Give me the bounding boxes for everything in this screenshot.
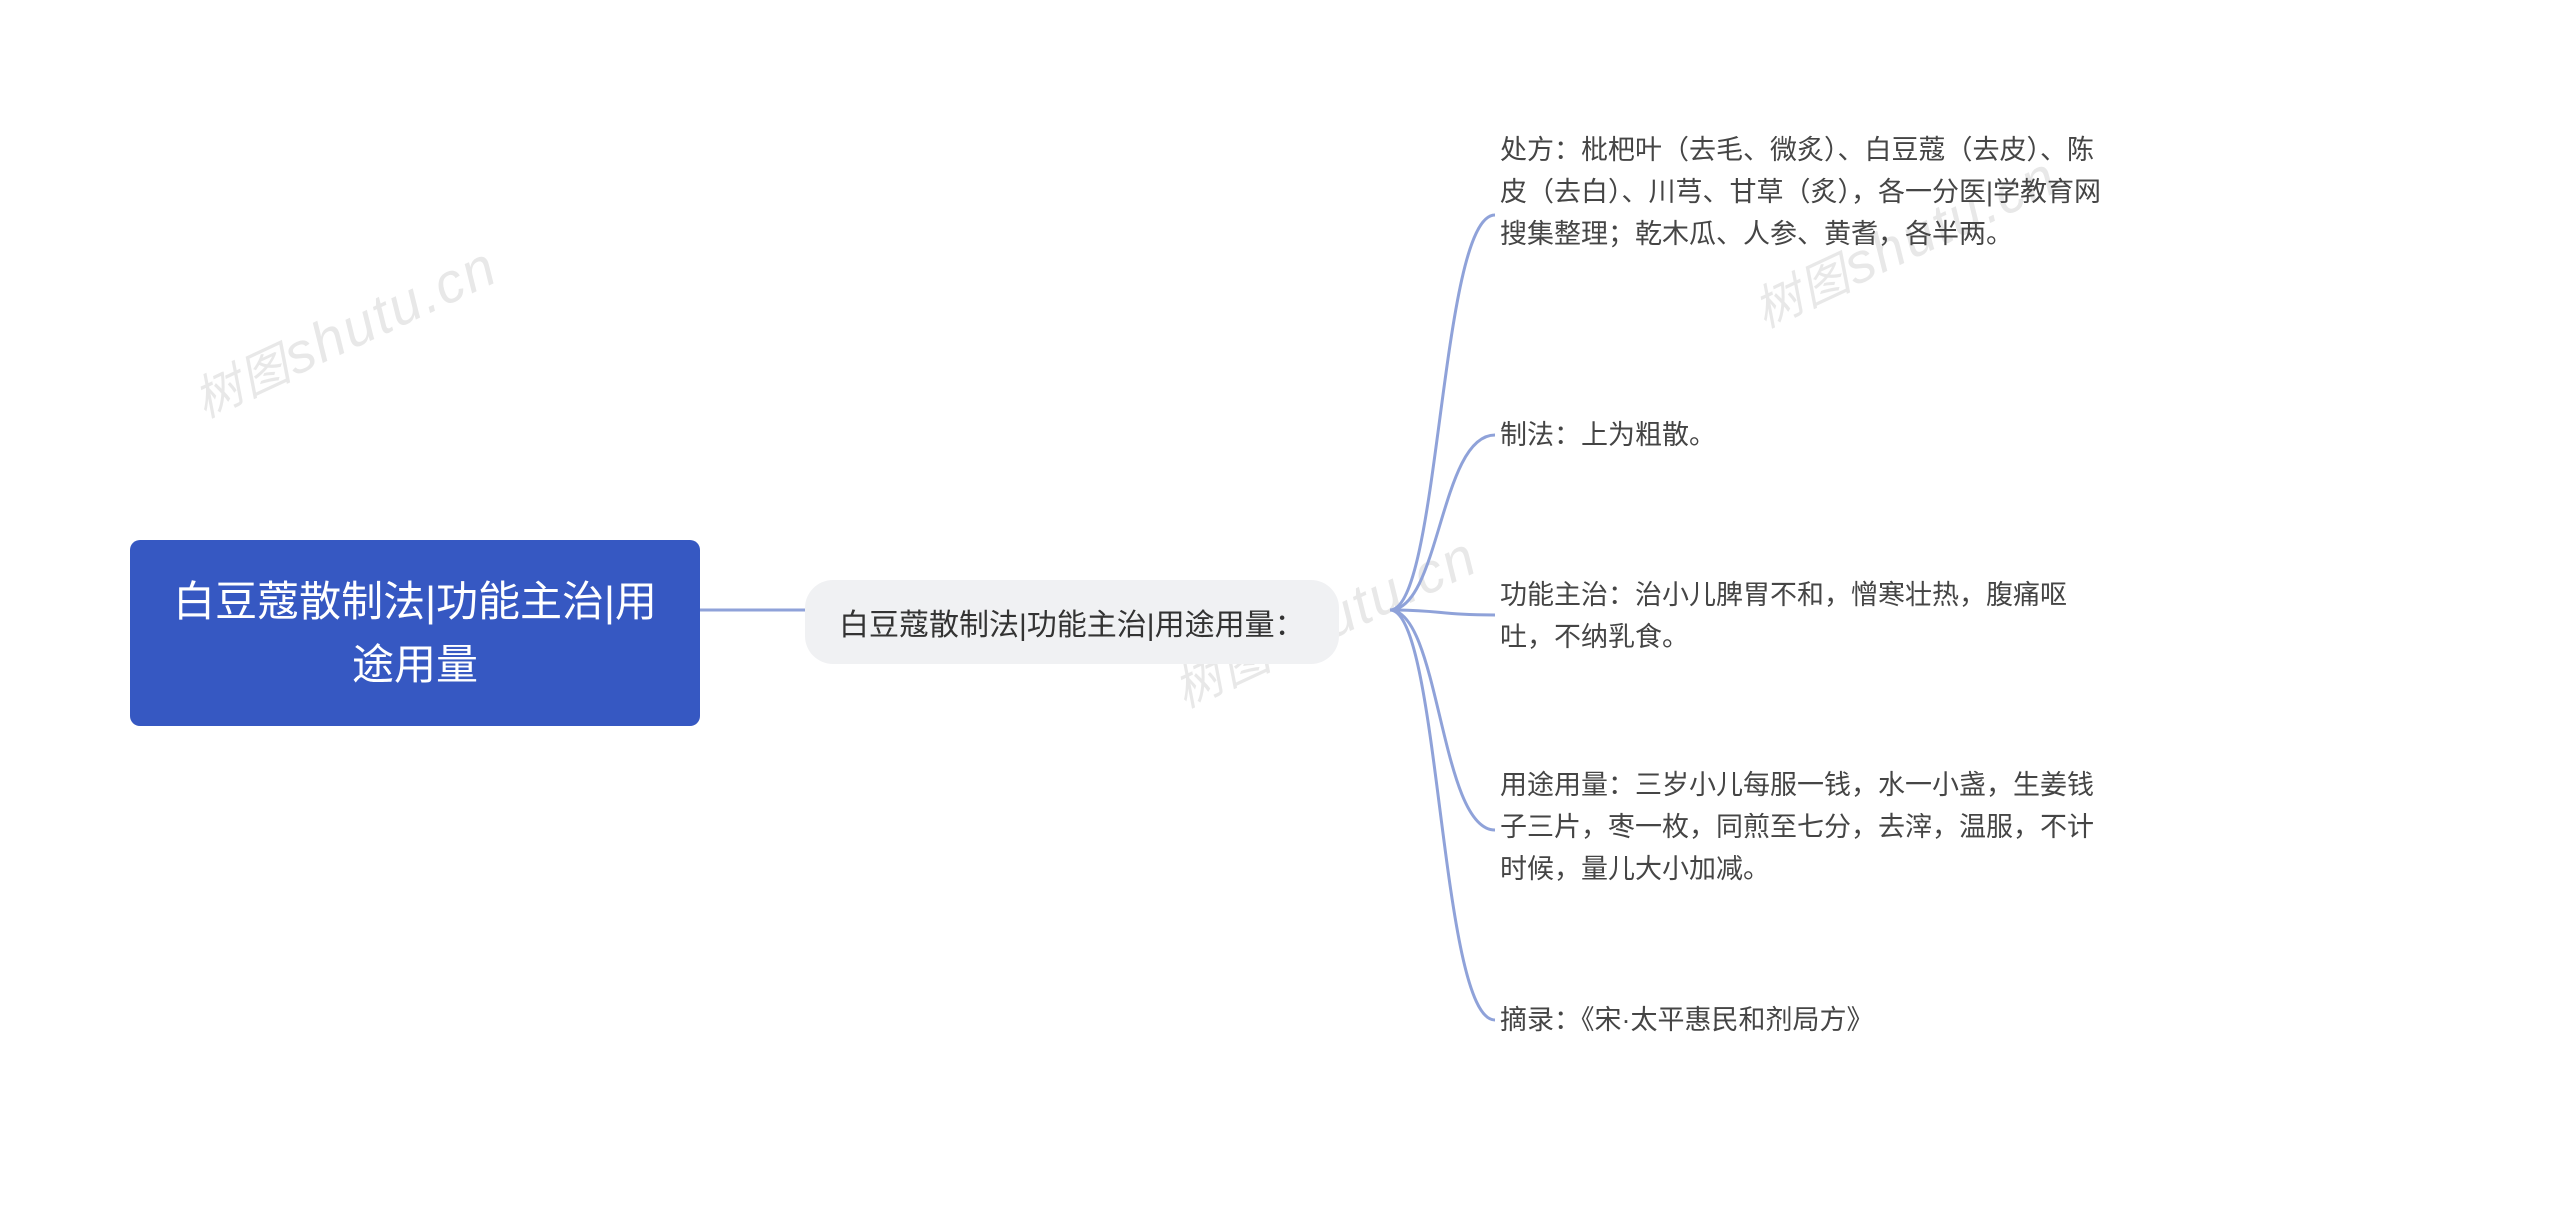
leaf-text: 用途用量：三岁小儿每服一钱，水一小盏，生姜钱子三片，枣一枚，同煎至七分，去滓，温… (1500, 770, 2094, 884)
connector-l1-leaf3 (1390, 610, 1495, 615)
leaf-node-source[interactable]: 摘录：《宋·太平惠民和剂局方》 (1500, 1000, 2120, 1042)
connector-l1-leaf2 (1390, 435, 1495, 610)
connector-l1-leaf1 (1390, 215, 1495, 610)
root-node[interactable]: 白豆蔻散制法|功能主治|用途用量 (130, 540, 700, 726)
leaf-node-preparation[interactable]: 制法：上为粗散。 (1500, 415, 2120, 457)
connector-l1-leaf4 (1390, 610, 1495, 830)
mindmap-container: 白豆蔻散制法|功能主治|用途用量 白豆蔻散制法|功能主治|用途用量： 处方：枇杷… (0, 0, 2560, 1218)
leaf-text: 制法：上为粗散。 (1500, 420, 1716, 450)
leaf-text: 摘录：《宋·太平惠民和剂局方》 (1500, 1005, 1874, 1035)
root-text: 白豆蔻散制法|功能主治|用途用量 (173, 578, 657, 688)
level1-text: 白豆蔻散制法|功能主治|用途用量： (839, 609, 1305, 642)
leaf-text: 处方：枇杷叶（去毛、微炙）、白豆蔻（去皮）、陈皮（去白）、川芎、甘草（炙），各一… (1500, 135, 2101, 249)
leaf-node-prescription[interactable]: 处方：枇杷叶（去毛、微炙）、白豆蔻（去皮）、陈皮（去白）、川芎、甘草（炙），各一… (1500, 130, 2120, 256)
leaf-node-function[interactable]: 功能主治：治小儿脾胃不和，憎寒壮热，腹痛呕吐，不纳乳食。 (1500, 575, 2120, 659)
connector-l1-leaf5 (1390, 610, 1495, 1020)
level1-node[interactable]: 白豆蔻散制法|功能主治|用途用量： (805, 580, 1339, 664)
leaf-text: 功能主治：治小儿脾胃不和，憎寒壮热，腹痛呕吐，不纳乳食。 (1500, 580, 2067, 652)
leaf-node-usage[interactable]: 用途用量：三岁小儿每服一钱，水一小盏，生姜钱子三片，枣一枚，同煎至七分，去滓，温… (1500, 765, 2120, 891)
